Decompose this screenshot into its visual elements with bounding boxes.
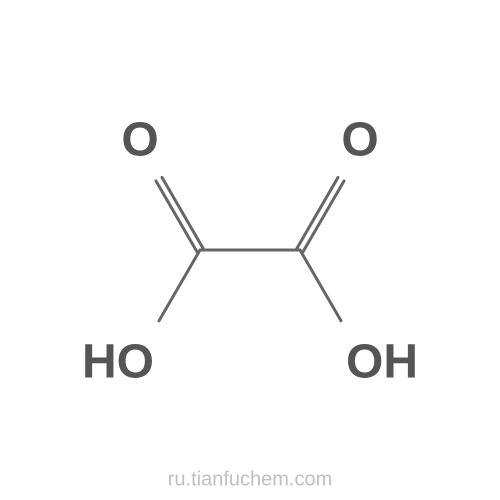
molecule-diagram <box>0 0 500 500</box>
watermark-text: ru.tianfuchem.com <box>168 469 333 492</box>
atom-label: O <box>121 113 158 168</box>
atom-label: OH <box>346 335 418 390</box>
atom-label: O <box>341 113 378 168</box>
atom-label: HO <box>82 335 154 390</box>
